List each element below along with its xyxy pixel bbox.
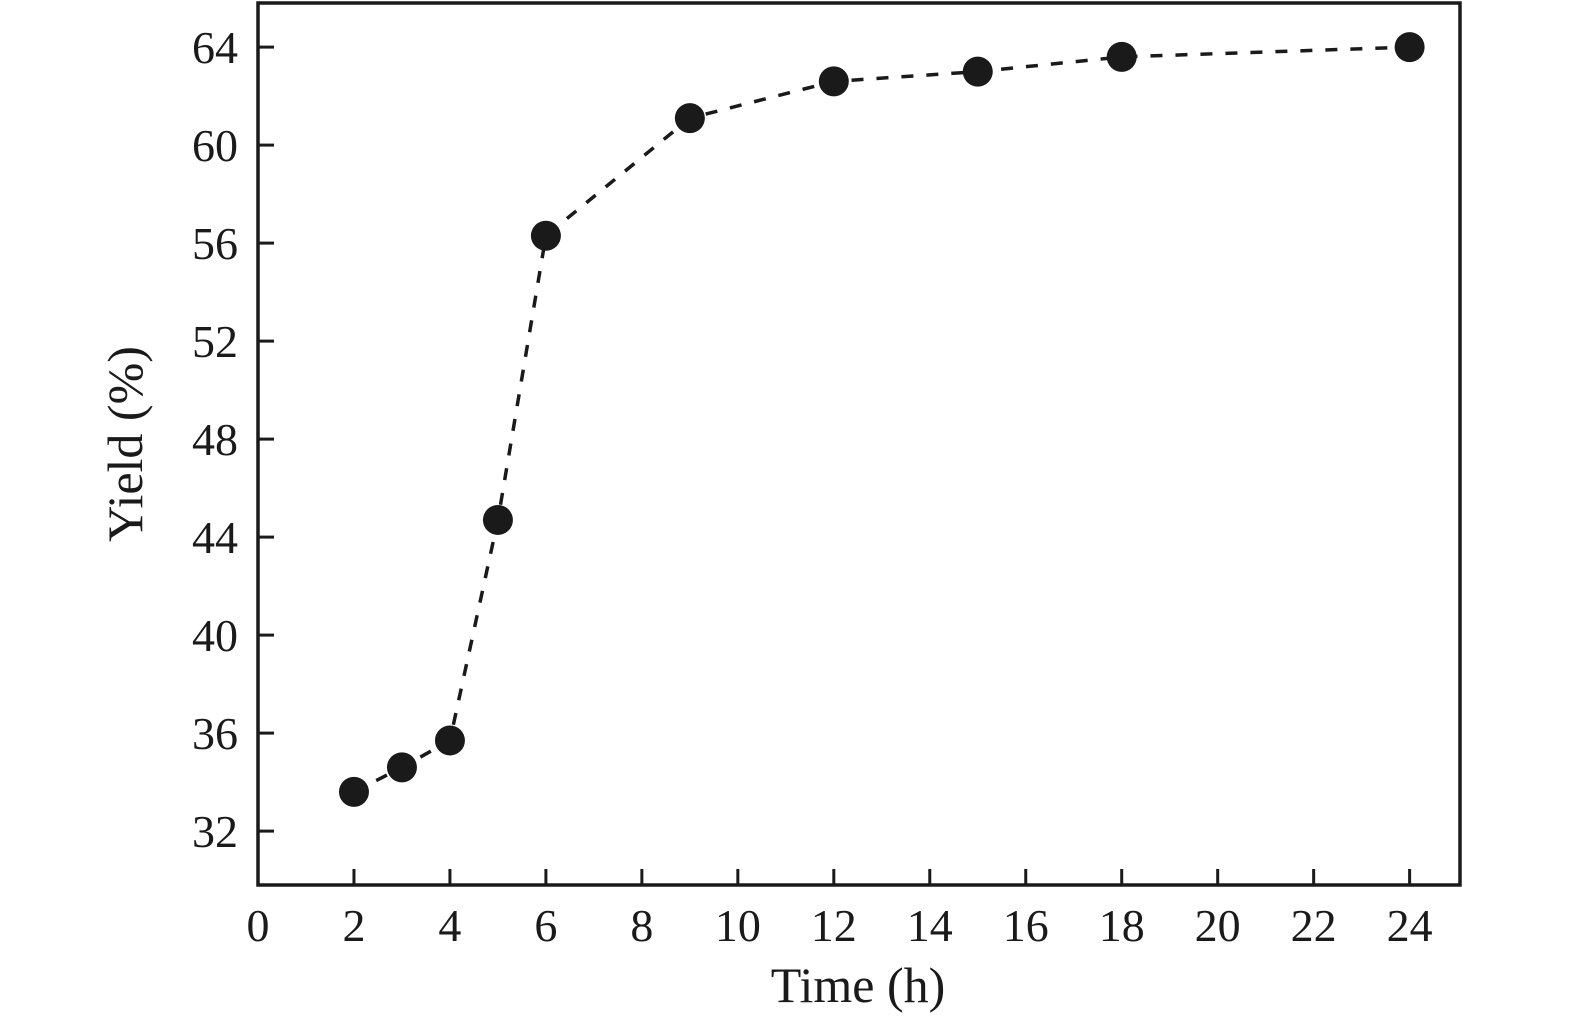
- x-tick-label: 12: [811, 900, 857, 951]
- plot-frame: [256, 1, 1462, 887]
- x-tick-label: 6: [534, 900, 557, 951]
- data-line: [353, 45, 1410, 794]
- data-point: [338, 776, 369, 807]
- x-tick-label: 20: [1195, 900, 1241, 951]
- x-axis-title: Time (h): [771, 957, 946, 1013]
- y-tick-label: 52: [192, 316, 238, 367]
- data-point: [674, 103, 705, 134]
- y-tick-label: 60: [192, 120, 238, 171]
- data-point: [962, 56, 993, 87]
- y-tick-label: 40: [192, 610, 238, 661]
- y-tick-label: 44: [192, 512, 238, 563]
- x-tick-label: 2: [342, 900, 365, 951]
- x-tick-label: 18: [1099, 900, 1145, 951]
- y-tick-label: 36: [192, 708, 238, 759]
- y-tick-label: 64: [192, 22, 238, 73]
- data-point: [530, 220, 561, 251]
- data-point: [818, 66, 849, 97]
- data-point: [386, 752, 417, 783]
- x-tick-label: 10: [715, 900, 761, 951]
- x-tick-label: 22: [1291, 900, 1337, 951]
- data-point: [482, 504, 513, 535]
- y-tick-label: 32: [192, 806, 238, 857]
- y-tick-label: 48: [192, 414, 238, 465]
- y-axis-title: Yield (%): [97, 346, 153, 542]
- x-tick-label: 8: [630, 900, 653, 951]
- x-tick-label: 0: [247, 900, 270, 951]
- x-tick-label: 24: [1387, 900, 1433, 951]
- data-point: [1106, 41, 1137, 72]
- data-point: [434, 725, 465, 756]
- x-tick-label: 14: [907, 900, 953, 951]
- x-tick-label: 4: [438, 900, 461, 951]
- data-point: [1394, 32, 1425, 63]
- x-tick-label: 16: [1003, 900, 1049, 951]
- y-tick-label: 56: [192, 218, 238, 269]
